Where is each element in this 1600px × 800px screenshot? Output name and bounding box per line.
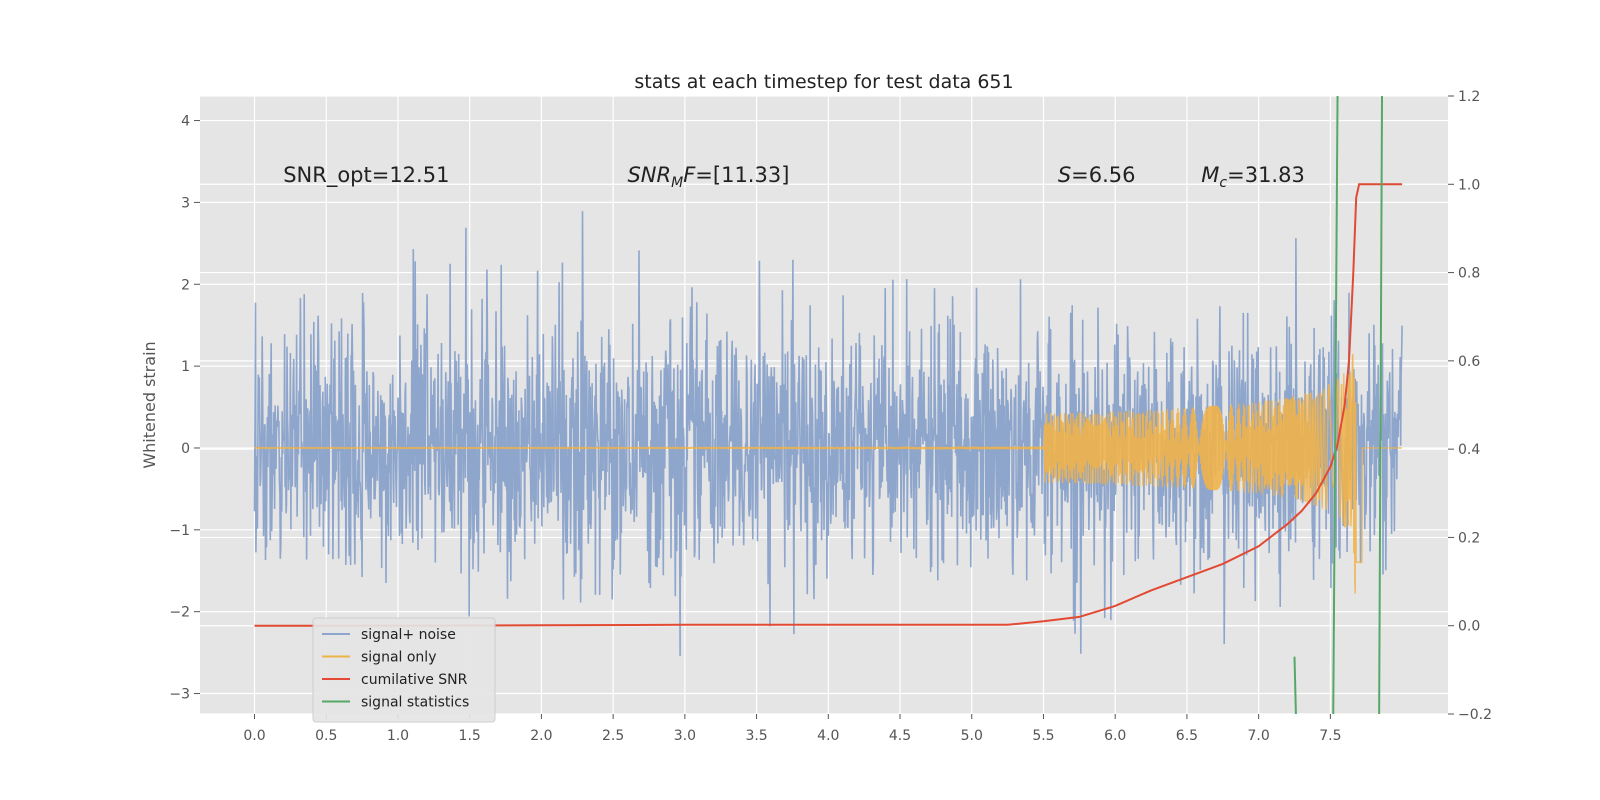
legend: signal+ noise signal only cumilative SNR si… bbox=[312, 617, 496, 723]
legend-entry: cumilative SNR bbox=[361, 672, 468, 688]
x-tick-label: 7.5 bbox=[1319, 728, 1341, 744]
x-tick-label: 2.0 bbox=[530, 728, 552, 744]
y-tick-label: −2 bbox=[169, 605, 190, 621]
y2-tick-label: 0.2 bbox=[1458, 530, 1480, 546]
x-tick-label: 5.0 bbox=[961, 728, 983, 744]
x-tick-label: 6.5 bbox=[1176, 728, 1198, 744]
x-tick-label: 1.5 bbox=[459, 728, 481, 744]
x-tick-label: 0.5 bbox=[315, 728, 337, 744]
legend-entry: signal+ noise bbox=[361, 627, 456, 643]
annotation-mc_val: Mc=31.83 bbox=[1201, 163, 1305, 191]
annotation-snr_opt: SNR_opt=12.51 bbox=[283, 163, 449, 188]
y2-tick-label: 0.8 bbox=[1458, 266, 1480, 282]
y-tick-label: 1 bbox=[181, 359, 190, 375]
y-tick-label: 0 bbox=[181, 441, 190, 457]
y2-tick-label: 1.2 bbox=[1458, 89, 1480, 105]
annotation-s_val: S=6.56 bbox=[1058, 163, 1136, 187]
series-signal-statistics bbox=[1293, 95, 1384, 715]
signal-only-line bbox=[254, 353, 1403, 594]
y-axis-label: Whitened strain bbox=[140, 341, 159, 468]
y2-tick-label: 0.4 bbox=[1458, 442, 1480, 458]
signal-statistics-line bbox=[1293, 656, 1297, 715]
legend-entry: signal statistics bbox=[361, 695, 469, 711]
y-axis-left: −3 −2 −1 0 1 2 3 4 bbox=[169, 114, 200, 703]
y2-tick-label: 1.0 bbox=[1458, 177, 1480, 193]
signal-statistics-vline bbox=[1378, 95, 1384, 715]
x-tick-label: 2.5 bbox=[602, 728, 624, 744]
y-tick-label: 2 bbox=[181, 277, 190, 293]
y-tick-label: 3 bbox=[181, 195, 190, 211]
y2-tick-label: 0.0 bbox=[1458, 619, 1480, 635]
legend-box bbox=[312, 617, 496, 723]
x-tick-label: 4.0 bbox=[817, 728, 839, 744]
y-axis-right: −0.2 0.0 0.2 0.4 0.6 0.8 1.0 1.2 bbox=[1448, 89, 1492, 723]
y2-tick-label: 0.6 bbox=[1458, 354, 1480, 370]
y-tick-label: −1 bbox=[169, 523, 190, 539]
x-tick-label: 3.0 bbox=[674, 728, 696, 744]
x-tick-label: 7.0 bbox=[1248, 728, 1270, 744]
x-tick-label: 5.5 bbox=[1032, 728, 1054, 744]
chart-title: stats at each timestep for test data 651 bbox=[634, 71, 1013, 93]
x-tick-label: 0.0 bbox=[243, 728, 265, 744]
signal-statistics-vline bbox=[1332, 95, 1339, 715]
x-axis: 0.0 0.5 1.0 1.5 2.0 2.5 3.0 3.5 4.0 4.5 5.0 5.5 6.0 6… bbox=[243, 714, 1342, 744]
annotation-snr_mf: SNRMF=[11.33] bbox=[627, 163, 789, 191]
series-signal-only bbox=[254, 353, 1403, 594]
x-tick-label: 3.5 bbox=[745, 728, 767, 744]
y2-tick-label: −0.2 bbox=[1458, 707, 1492, 723]
series-cumulative-snr bbox=[254, 183, 1403, 627]
annotations: SNR_opt=12.51 SNRMF=[11.33] S=6.56 Mc=31.83 bbox=[283, 163, 1305, 191]
x-tick-label: 1.0 bbox=[387, 728, 409, 744]
legend-entry: signal only bbox=[361, 650, 436, 666]
y-tick-label: 4 bbox=[181, 114, 190, 130]
cumulative-snr-line bbox=[254, 183, 1403, 627]
y-tick-label: −3 bbox=[169, 687, 190, 703]
x-tick-label: 6.0 bbox=[1104, 728, 1126, 744]
x-tick-label: 4.5 bbox=[889, 728, 911, 744]
